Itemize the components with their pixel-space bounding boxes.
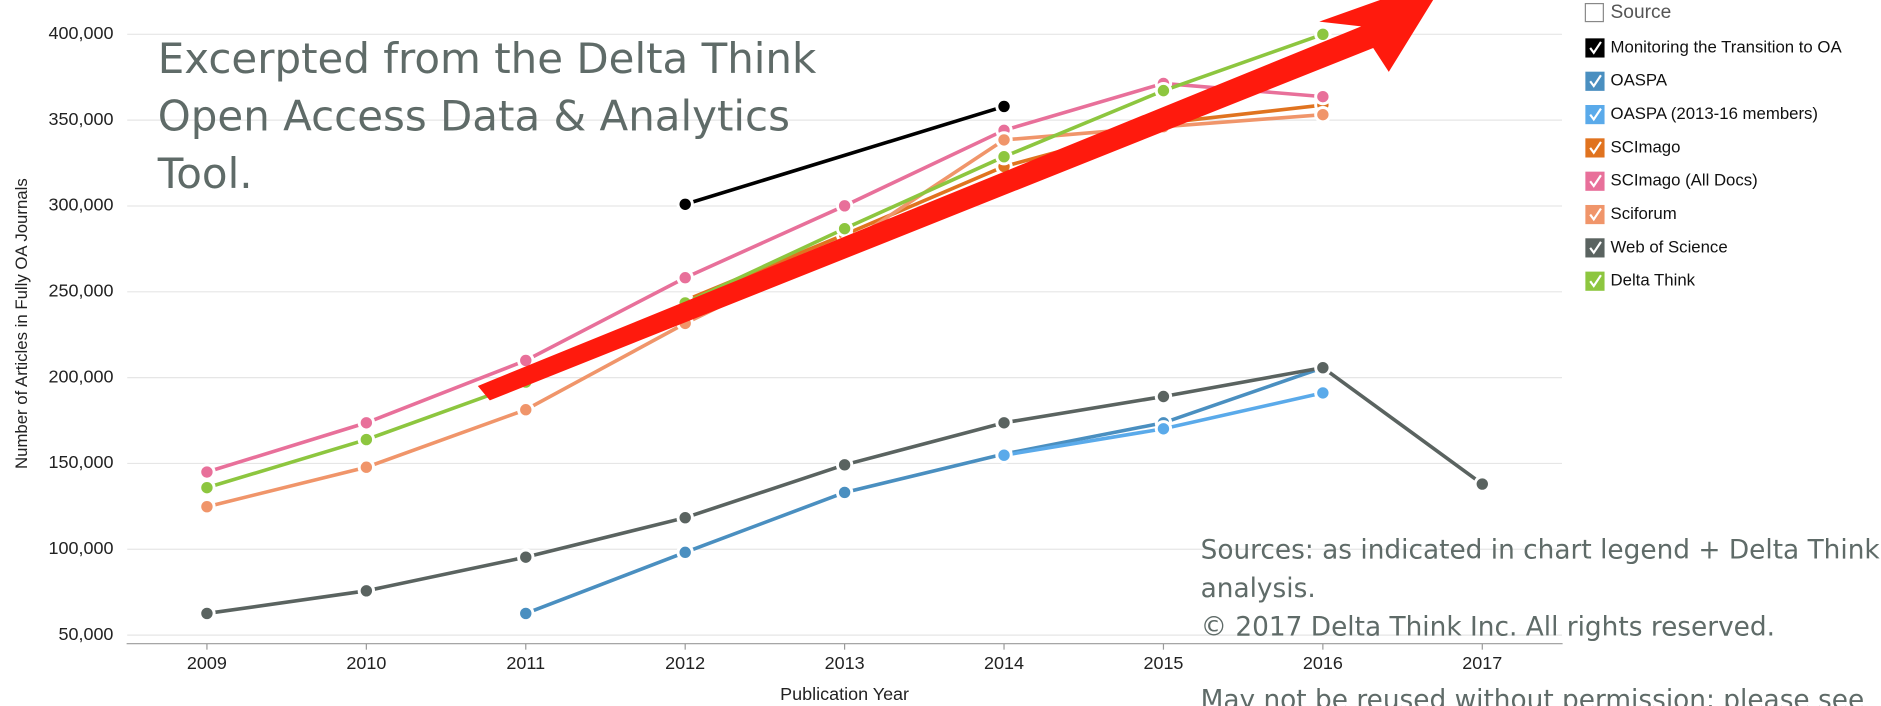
legend-swatch	[1585, 271, 1605, 291]
x-tick-label: 2012	[665, 653, 705, 673]
legend-check	[1589, 107, 1602, 122]
data-point	[995, 414, 1013, 432]
legend-swatch	[1585, 204, 1605, 225]
series-line	[206, 112, 1324, 509]
data-point	[676, 508, 694, 527]
legend-check	[1589, 174, 1602, 188]
x-tick-label: 2014	[984, 653, 1024, 673]
data-point	[357, 414, 376, 432]
legend-label: SCImago (All Docs)	[1611, 171, 1758, 190]
data-point	[1314, 358, 1332, 377]
legend-check	[1589, 274, 1602, 288]
x-tick-label: 2013	[825, 653, 865, 673]
x-tick-label: 2011	[506, 653, 545, 673]
data-point	[198, 478, 216, 497]
data-point	[198, 604, 216, 623]
data-point	[517, 401, 535, 419]
data-point	[517, 604, 535, 623]
data-point	[357, 458, 376, 476]
legend-check	[1589, 41, 1602, 55]
data-point	[1314, 105, 1332, 124]
y-tick-label: 150,000	[48, 452, 113, 472]
source-note: Sources: as indicated in chart legend + …	[1201, 536, 1881, 566]
annotation: Open Access Data & Analytics	[158, 92, 790, 141]
legend-check	[1589, 141, 1602, 155]
data-point	[676, 543, 694, 562]
source-note: © 2017 Delta Think Inc. All rights reser…	[1201, 612, 1775, 642]
legend-title-box	[1584, 2, 1604, 23]
data-point	[1473, 475, 1491, 493]
annotations: Excerpted from the Delta Think Open Acces…	[157, 34, 1881, 706]
y-tick-label: 250,000	[48, 281, 113, 301]
legend-swatch	[1585, 171, 1605, 191]
series-line	[206, 32, 1324, 490]
data-point	[1314, 384, 1332, 402]
y-tick-label: 300,000	[48, 195, 113, 215]
series-line	[525, 365, 1324, 616]
data-point	[357, 582, 376, 600]
data-point	[1314, 25, 1332, 44]
x-tick-label: 2015	[1143, 653, 1183, 673]
data-point	[995, 131, 1013, 149]
data-point	[995, 148, 1013, 166]
data-point	[995, 97, 1013, 116]
source-note: analysis.	[1201, 574, 1316, 604]
legend-swatch	[1585, 238, 1605, 258]
legend-swatch	[1585, 71, 1605, 91]
y-tick-label: 200,000	[48, 366, 113, 386]
data-point	[517, 548, 535, 566]
y-axis-title: Number of Articles in Fully OA Journals	[12, 178, 31, 469]
legend-check	[1589, 74, 1602, 88]
red-arrow	[477, 0, 1434, 401]
legend-label: Sciforum	[1611, 204, 1677, 223]
data-point	[198, 463, 216, 481]
x-tick-label: 2017	[1462, 653, 1502, 673]
legend: Source Monitoring the Transition to OA OAS…	[1584, 2, 1843, 291]
series-line	[206, 81, 1324, 474]
y-tick-label: 50,000	[58, 624, 113, 644]
legend-check	[1589, 207, 1602, 222]
data-point	[835, 456, 854, 474]
series-line	[684, 104, 1005, 206]
legend-label: SCImago	[1611, 137, 1681, 156]
legend-swatch	[1585, 105, 1605, 125]
data-point	[1314, 87, 1332, 106]
legend-label: Delta Think	[1611, 271, 1696, 290]
legend-label: Web of Science	[1611, 237, 1728, 256]
legend-label: OASPA	[1611, 71, 1668, 90]
legend-label: OASPA (2013-16 members)	[1611, 104, 1818, 123]
x-tick-label: 2010	[346, 653, 386, 673]
data-point	[676, 195, 694, 213]
x-tick-label: 2009	[187, 653, 227, 673]
legend-check	[1589, 241, 1602, 255]
data-point	[1154, 387, 1173, 406]
data-point	[357, 430, 376, 449]
data-point	[1154, 81, 1173, 100]
data-point	[676, 269, 694, 287]
y-tick-label: 100,000	[48, 538, 113, 558]
x-tick-label: 2016	[1303, 653, 1343, 673]
data-point	[835, 483, 854, 502]
y-tick-label: 350,000	[48, 109, 113, 129]
legend-swatch	[1585, 138, 1605, 158]
source-note: May not be reused without permission; pl…	[1201, 685, 1865, 706]
data-point	[1154, 420, 1173, 438]
legend-title: Source	[1611, 2, 1672, 23]
data-point	[198, 498, 216, 516]
legend-label: Monitoring the Transition to OA	[1611, 37, 1843, 56]
data-point	[835, 219, 854, 238]
data-point	[995, 446, 1013, 464]
annotation: Excerpted from the Delta Think	[158, 34, 817, 83]
x-axis-title: Publication Year	[780, 684, 909, 704]
legend-swatch	[1585, 38, 1605, 58]
y-tick-label: 400,000	[48, 23, 113, 43]
data-point	[835, 197, 854, 215]
annotation: Tool.	[157, 149, 253, 198]
